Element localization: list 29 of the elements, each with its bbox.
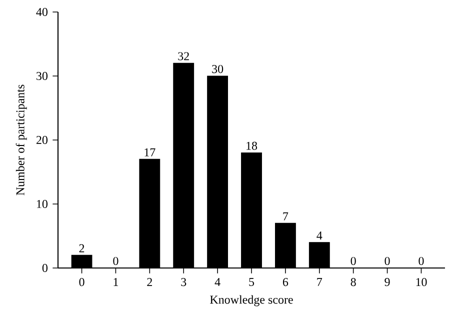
x-axis-title: Knowledge score bbox=[210, 295, 293, 306]
data-label: 30 bbox=[212, 64, 224, 74]
data-label: 0 bbox=[418, 256, 424, 266]
data-label: 2 bbox=[79, 244, 84, 252]
x-tick-label: 8 bbox=[350, 278, 356, 286]
x-tick-label: 4 bbox=[214, 278, 220, 286]
y-axis-title: Number of participants bbox=[16, 84, 27, 196]
x-tick-label: 3 bbox=[181, 278, 186, 286]
data-label: 0 bbox=[350, 256, 356, 266]
x-tick-label: 6 bbox=[282, 278, 288, 286]
data-label: 7 bbox=[283, 212, 288, 220]
data-label: 4 bbox=[316, 232, 322, 240]
y-tick-label: 0 bbox=[42, 264, 48, 272]
data-label: 17 bbox=[144, 148, 156, 156]
x-tick-label: 9 bbox=[384, 278, 390, 286]
x-tick-label: 10 bbox=[416, 278, 427, 286]
data-label: 0 bbox=[384, 256, 390, 266]
x-tick-label: 0 bbox=[79, 278, 84, 286]
x-tick-label: 1 bbox=[114, 278, 118, 286]
x-tick-label: 5 bbox=[249, 278, 254, 286]
x-tick-label: 2 bbox=[147, 278, 152, 286]
y-tick-label: 10 bbox=[37, 200, 48, 208]
data-label: 0 bbox=[113, 256, 118, 266]
y-tick-label: 40 bbox=[36, 8, 48, 16]
y-tick-label: 20 bbox=[36, 136, 48, 144]
x-tick-label: 7 bbox=[317, 278, 322, 286]
data-label: 32 bbox=[178, 52, 189, 60]
y-tick-label: 30 bbox=[36, 72, 48, 80]
data-label: 18 bbox=[246, 142, 258, 150]
